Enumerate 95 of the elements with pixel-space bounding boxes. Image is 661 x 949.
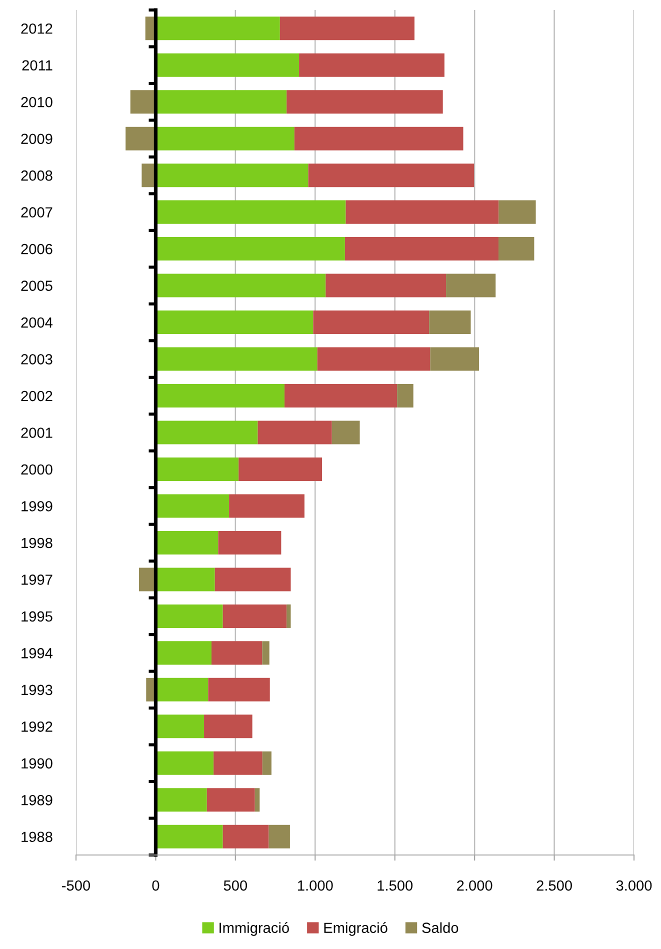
- bar: [326, 274, 446, 298]
- bar: [446, 274, 496, 298]
- bar: [498, 200, 536, 224]
- bar: [299, 53, 444, 77]
- bar: [156, 530, 218, 554]
- bar: [332, 420, 360, 444]
- bar: [397, 384, 414, 408]
- bar: [346, 200, 499, 224]
- bar: [156, 420, 258, 444]
- bar: [156, 310, 314, 334]
- bar: [156, 824, 223, 848]
- bar: [229, 494, 304, 518]
- bar: [156, 568, 215, 592]
- y-tick-label: 2005: [21, 280, 52, 291]
- bar: [156, 641, 212, 665]
- bar: [156, 751, 214, 775]
- bar: [156, 200, 346, 224]
- bar: [280, 16, 414, 40]
- y-tick-label: 1993: [22, 684, 52, 696]
- y-tick-label: 1990: [22, 758, 52, 769]
- x-tick-label: 1.500: [378, 880, 413, 891]
- y-tick-label: 2004: [21, 317, 53, 328]
- bar: [222, 824, 269, 848]
- bar: [214, 568, 291, 592]
- y-tick-label: 1989: [22, 794, 52, 806]
- y-tick-label: 2008: [21, 170, 52, 181]
- y-tick-label: 1999: [22, 501, 52, 512]
- bar: [262, 751, 272, 775]
- bar: [156, 788, 207, 812]
- x-tick-label: 2.000: [457, 880, 492, 891]
- y-tick-label: 2000: [21, 464, 52, 475]
- y-tick-label: 1994: [22, 648, 53, 658]
- legend-label: Immigració: [220, 922, 289, 936]
- bar: [430, 347, 480, 371]
- y-tick-label: 2012: [21, 23, 52, 34]
- bar: [317, 347, 430, 371]
- bar: [344, 237, 498, 261]
- x-tick-label: 3.000: [616, 880, 652, 891]
- bar: [156, 678, 208, 702]
- bar: [156, 714, 204, 738]
- x-tick-label: -500: [62, 880, 90, 891]
- bar: [138, 568, 156, 592]
- bar: [130, 90, 156, 114]
- bar: [218, 530, 282, 554]
- bar: [238, 457, 322, 481]
- x-tick-label: 2.500: [536, 880, 572, 891]
- bar: [308, 164, 474, 188]
- bar: [313, 310, 430, 334]
- bar: [212, 641, 262, 665]
- bar: [156, 16, 280, 40]
- y-tick-label: 2011: [22, 60, 52, 71]
- bar: [262, 641, 270, 665]
- bar: [156, 126, 294, 150]
- x-tick-label: 500: [224, 880, 248, 891]
- y-tick-label: 2006: [21, 244, 52, 254]
- bar: [156, 53, 300, 77]
- bar: [156, 274, 326, 298]
- y-tick-label: 1995: [22, 611, 52, 622]
- y-tick-label: 2003: [21, 354, 52, 364]
- y-tick-label: 1988: [22, 832, 52, 842]
- bar: [156, 604, 223, 628]
- bar: [254, 788, 260, 812]
- legend-label: Emigració: [324, 922, 388, 936]
- legend-label: Saldo: [422, 922, 458, 933]
- bar: [268, 824, 290, 848]
- bar: [156, 384, 285, 408]
- bar: [156, 90, 287, 114]
- bar: [294, 126, 464, 150]
- y-tick-label: 2002: [21, 390, 52, 402]
- y-tick-label: 1992: [22, 722, 52, 732]
- bar: [498, 237, 534, 261]
- bar: [286, 604, 291, 628]
- y-tick-label: 2007: [21, 207, 52, 218]
- y-tick-label: 2010: [21, 96, 52, 108]
- bar: [214, 751, 262, 775]
- x-tick-label: 0: [152, 880, 160, 891]
- bar: [284, 384, 398, 408]
- bar: [206, 788, 255, 812]
- bar: [208, 678, 270, 702]
- bar: [286, 90, 443, 114]
- y-tick-label: 1998: [22, 538, 52, 548]
- bar: [258, 420, 332, 444]
- bar: [156, 237, 345, 261]
- bar: [126, 126, 156, 150]
- y-tick-label: 2009: [21, 134, 52, 144]
- y-tick-label: 1997: [22, 574, 52, 585]
- bar: [156, 164, 308, 188]
- bar: [429, 310, 471, 334]
- bar: [204, 714, 252, 738]
- bar: [156, 457, 239, 481]
- x-tick-label: 1.000: [298, 880, 333, 891]
- bar: [156, 347, 318, 371]
- bar: [222, 604, 287, 628]
- bar: [156, 494, 230, 518]
- y-tick-label: 2001: [21, 428, 52, 438]
